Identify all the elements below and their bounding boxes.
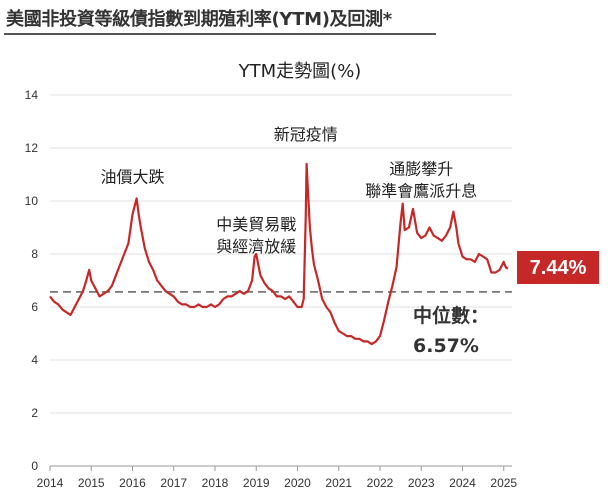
- y-tick-label: 14: [25, 88, 39, 102]
- x-tick-label: 2021: [325, 476, 352, 490]
- latest-value-badge-bg: [517, 251, 599, 284]
- x-axis: 2014 2015 2016 2017 2018 2019 2020 2021 2022 2023…: [37, 465, 517, 490]
- annotation-label: 中美貿易戰: [216, 215, 296, 234]
- y-tick-label: 6: [31, 300, 38, 314]
- y-tick-label: 4: [31, 353, 38, 367]
- y-tick-label: 2: [31, 406, 38, 420]
- x-tick-label: 2025: [490, 476, 517, 490]
- y-tick-label: 10: [25, 194, 39, 208]
- x-tick-label: 2020: [284, 476, 311, 490]
- median-label-value: 6.57%: [413, 335, 479, 357]
- annotation-label: 與經濟放緩: [216, 237, 296, 256]
- median-label: 中位數： 6.57%: [413, 304, 489, 357]
- y-tick-label: 12: [25, 141, 39, 155]
- annotation-label: 聯準會鷹派升息: [365, 182, 477, 201]
- y-tick-label: 8: [31, 247, 38, 261]
- title-underline: [4, 33, 436, 35]
- x-tick-label: 2019: [243, 476, 270, 490]
- x-tick-label: 2022: [367, 476, 394, 490]
- y-tick-label: 0: [31, 459, 38, 473]
- annotation-label: 通膨攀升: [389, 160, 453, 179]
- page-title: 美國非投資等級債指數到期殖利率(YTM)及回測*: [6, 9, 392, 30]
- x-tick-label: 2018: [202, 476, 229, 490]
- ytm-series-line: [49, 162, 509, 346]
- x-tick-label: 2015: [78, 476, 105, 490]
- x-tick-label: 2023: [408, 476, 435, 490]
- annotation-label: 油價大跌: [100, 167, 164, 186]
- x-tick-label: 2017: [160, 476, 187, 490]
- annotation-label: 新冠疫情: [274, 125, 338, 144]
- y-grid: [50, 94, 512, 414]
- latest-value-badge: 7.44%: [517, 251, 599, 284]
- chart-title: YTM走勢圖(%): [238, 61, 362, 82]
- latest-value-label: 7.44%: [530, 257, 587, 279]
- x-tick-label: 2024: [449, 476, 476, 490]
- x-tick-label: 2016: [119, 476, 146, 490]
- x-tick-label: 2014: [37, 476, 64, 490]
- y-axis-ticks: 0 2 4 6 8 10 12 14: [25, 88, 39, 473]
- median-label-line1: 中位數：: [413, 304, 489, 327]
